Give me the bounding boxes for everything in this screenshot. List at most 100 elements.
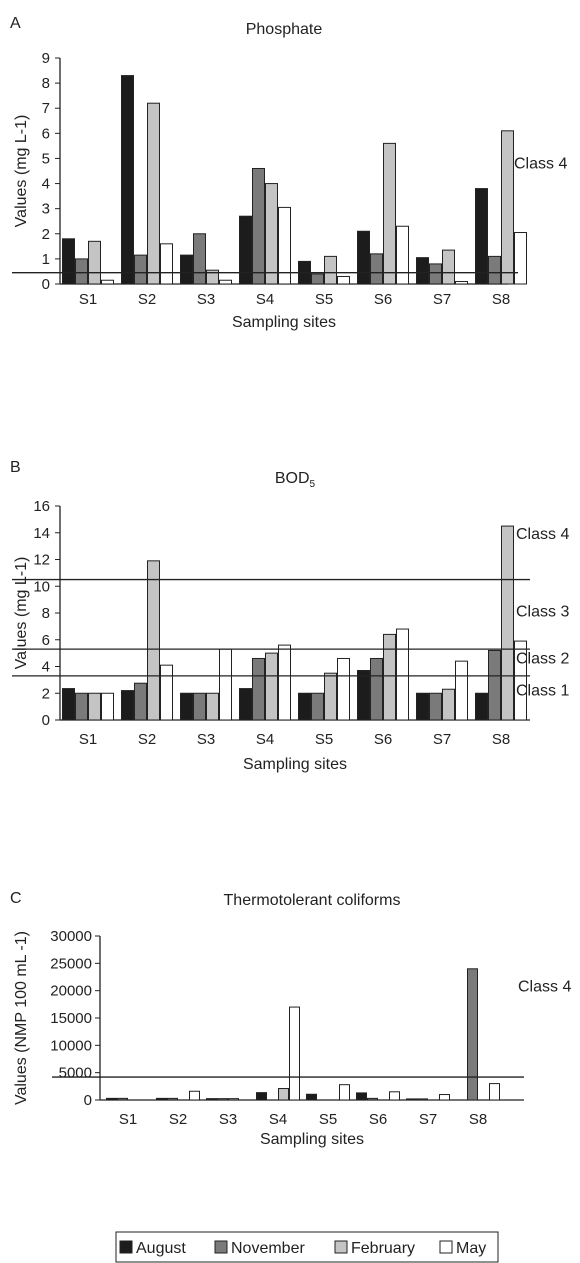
panel-letter: B: [10, 459, 21, 476]
y-tick-label: 0: [42, 712, 50, 729]
x-tick-label: S4: [269, 1111, 287, 1128]
y-tick-label: 10: [33, 578, 50, 595]
y-tick-label: 12: [33, 552, 50, 569]
class-label: Class 4: [516, 526, 569, 543]
legend-label-february: February: [351, 1240, 415, 1257]
x-tick-label: S4: [256, 731, 274, 748]
y-tick-label: 16: [33, 498, 50, 515]
bar-s3-may: [219, 648, 232, 721]
x-tick-label: S6: [374, 731, 392, 748]
bar-s8-august: [475, 692, 488, 721]
x-axis-title: Sampling sites: [243, 756, 347, 773]
x-axis-title: Sampling sites: [232, 314, 336, 331]
bar-s4-august: [239, 688, 252, 721]
bar-s6-may: [396, 225, 409, 285]
bar-s7-november: [429, 692, 442, 721]
bar-s7-may: [455, 660, 468, 721]
bar-s6-august: [357, 670, 370, 721]
bar-s5-november: [311, 273, 324, 285]
y-tick-label: 4: [42, 176, 50, 193]
bar-s2-august: [121, 690, 134, 721]
bar-s8-february: [501, 525, 514, 721]
bar-s3-august: [206, 1098, 217, 1101]
y-tick-label: 9: [42, 50, 50, 67]
x-tick-label: S3: [219, 1111, 237, 1128]
y-tick-label: 2: [42, 685, 50, 702]
bar-s7-august: [416, 692, 429, 721]
y-tick-label: 6: [42, 125, 50, 142]
bar-s5-august: [298, 692, 311, 721]
x-tick-label: S5: [315, 731, 333, 748]
chart-title: Thermotolerant coliforms: [224, 892, 401, 909]
y-tick-label: 14: [33, 525, 50, 542]
bar-s3-may: [219, 279, 232, 285]
bar-s7-november: [417, 1098, 428, 1101]
y-tick-label: 30000: [50, 928, 92, 945]
bar-s6-may: [396, 628, 409, 721]
bar-s8-may: [514, 232, 527, 285]
bar-s7-february: [442, 249, 455, 285]
legend-label-may: May: [456, 1240, 486, 1257]
bar-s6-may: [389, 1091, 400, 1101]
bar-s2-february: [147, 102, 160, 285]
bar-s1-november: [75, 258, 88, 285]
bar-s2-november: [167, 1097, 178, 1101]
bar-s2-may: [189, 1090, 200, 1101]
y-axis-title: Values (NMP 100 mL -1): [13, 931, 30, 1105]
bar-s5-may: [337, 657, 350, 721]
legend-label-november: November: [231, 1240, 305, 1257]
bar-s3-february: [206, 692, 219, 721]
bar-s8-august: [475, 188, 488, 285]
bar-s1-may: [101, 279, 114, 285]
bar-s4-may: [289, 1006, 300, 1101]
bar-s6-november: [367, 1097, 378, 1101]
y-tick-label: 6: [42, 632, 50, 649]
bar-s4-february: [265, 183, 278, 285]
bar-s2-february: [147, 560, 160, 721]
bar-s8-may: [514, 640, 527, 721]
legend-swatch-february: [334, 1240, 348, 1254]
y-axis-title: Values (mg L-1): [13, 115, 30, 228]
bar-s1-august: [62, 238, 75, 285]
y-tick-label: 20000: [50, 983, 92, 1000]
bar-s5-august: [306, 1093, 317, 1101]
bar-s6-november: [370, 657, 383, 721]
y-tick-label: 5000: [59, 1065, 92, 1082]
y-tick-label: 0: [84, 1092, 92, 1109]
y-tick-label: 5: [42, 150, 50, 167]
x-tick-label: S6: [374, 291, 392, 308]
bar-s4-february: [278, 1088, 289, 1101]
bar-s4-august: [239, 215, 252, 285]
legend-label-august: August: [136, 1240, 186, 1257]
bar-s3-february: [228, 1098, 239, 1101]
bar-s5-november: [311, 692, 324, 721]
bar-s4-may: [278, 206, 291, 285]
bar-s7-may: [439, 1094, 450, 1101]
bar-s1-february: [88, 240, 101, 285]
x-tick-label: S2: [138, 731, 156, 748]
x-tick-label: S7: [419, 1111, 437, 1128]
y-tick-label: 15000: [50, 1010, 92, 1027]
bar-s2-august: [121, 75, 134, 285]
bar-s7-august: [406, 1098, 417, 1101]
class-label: Class 4: [518, 978, 571, 995]
bar-s6-november: [370, 253, 383, 285]
bar-s2-may: [160, 243, 173, 285]
bar-s4-november: [252, 167, 265, 285]
bar-s6-february: [383, 142, 396, 285]
y-tick-label: 8: [42, 75, 50, 92]
bar-s5-february: [324, 672, 337, 721]
bar-s1-august: [62, 688, 75, 721]
bar-s8-november: [467, 968, 478, 1101]
x-tick-label: S4: [256, 291, 274, 308]
bar-s1-february: [88, 692, 101, 721]
chart-panel-c: C Thermotolerant coliforms 0 5000 10000 15000…: [10, 890, 571, 1148]
bar-s1-november: [117, 1097, 128, 1101]
bar-s1-november: [75, 692, 88, 721]
chart-panel-a: A Phosphate 0 1 2 3 4 5 6 7 8 9 S1 S2 S3 S4 S5 S6 S7 S8 Clas…: [10, 15, 567, 331]
legend: August November February May: [115, 1231, 499, 1263]
bar-s8-may: [489, 1083, 500, 1101]
class-label: Class 4: [514, 155, 567, 172]
